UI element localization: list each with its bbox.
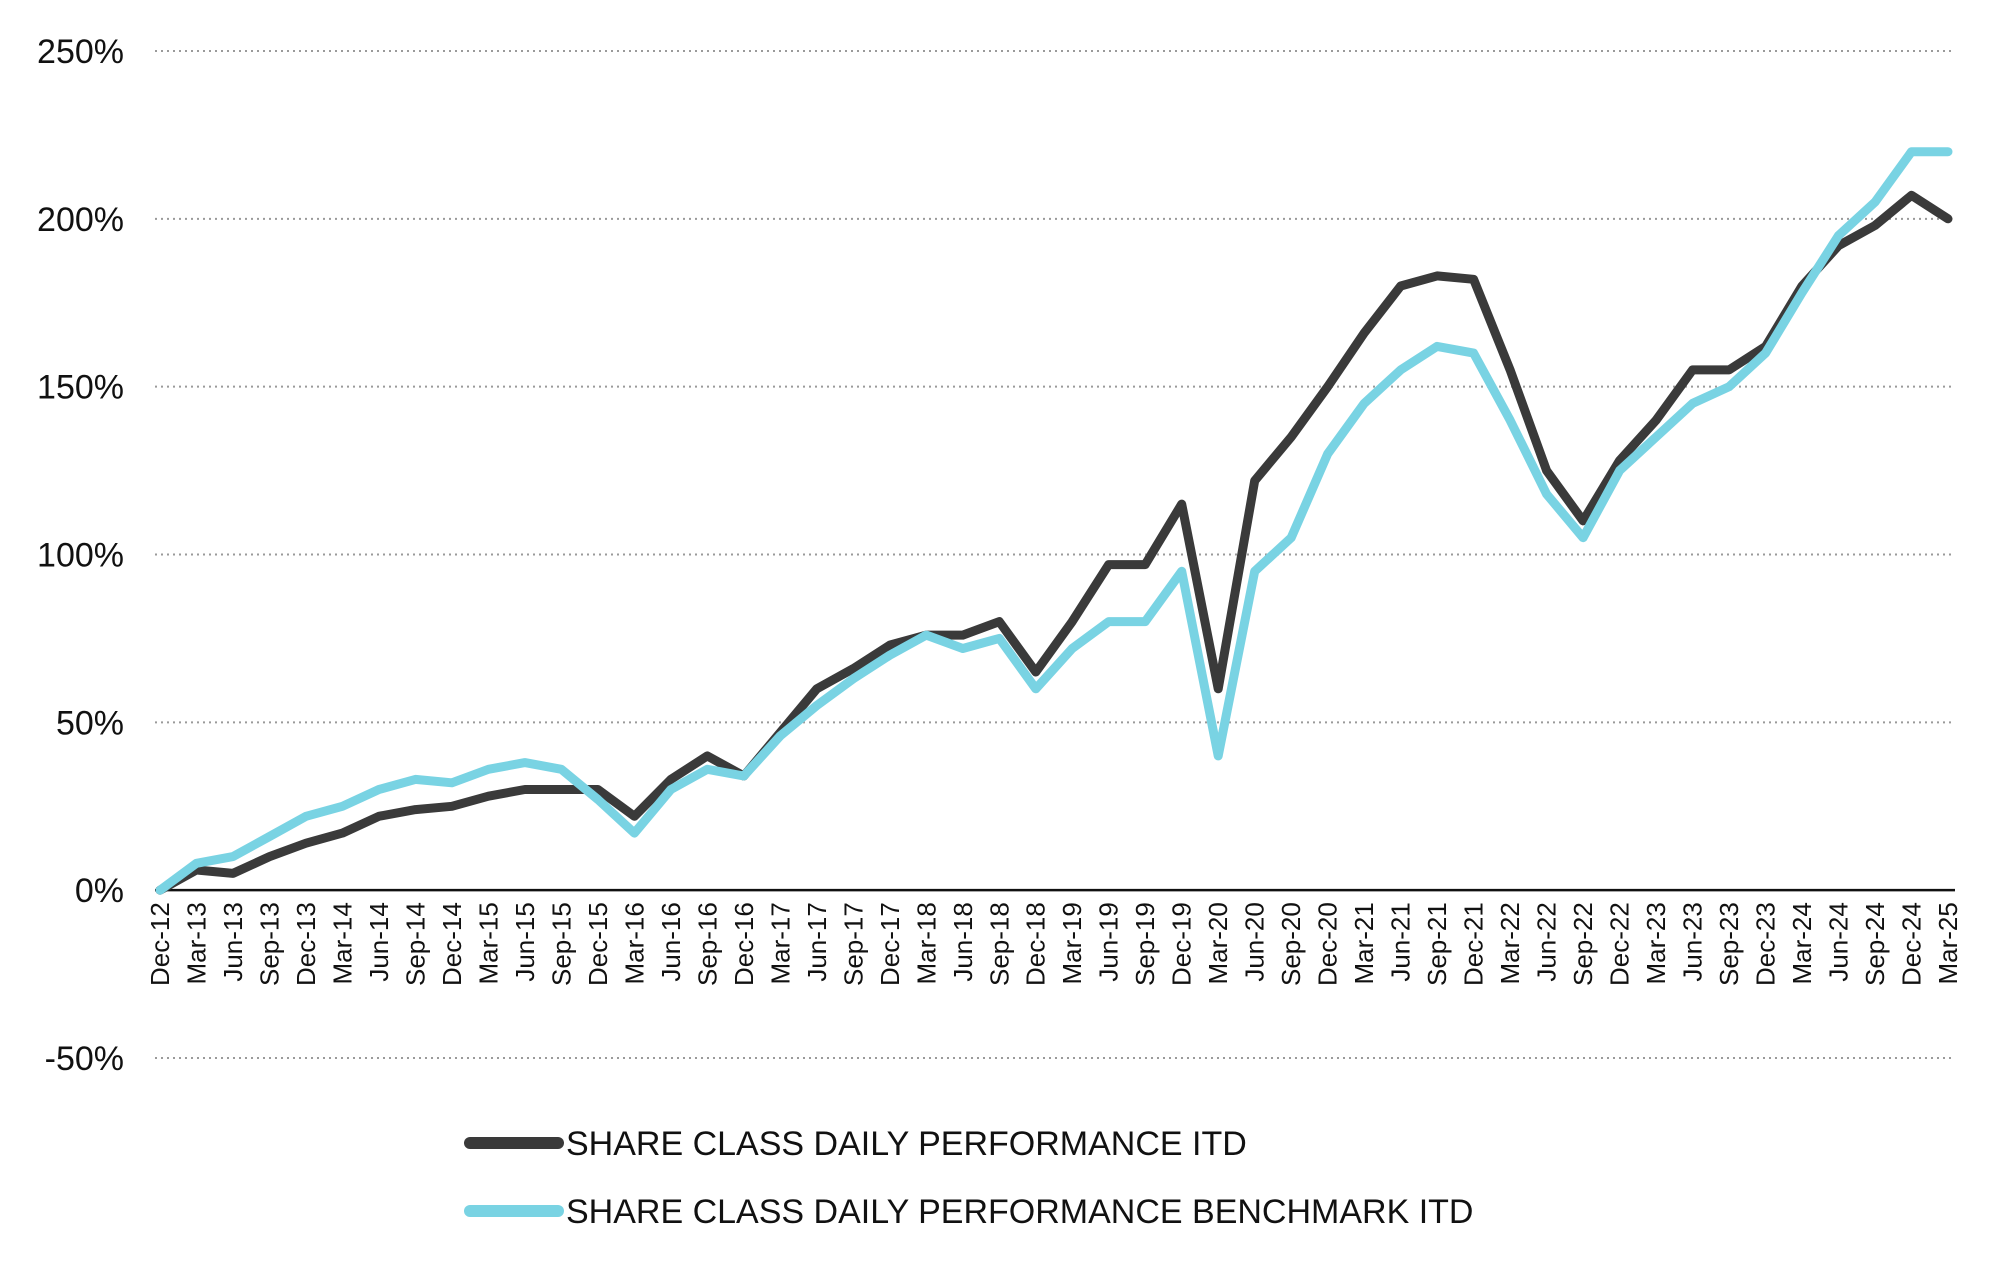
x-tick-label: Sep-24 [1860, 902, 1890, 986]
x-tick-label: Mar-14 [327, 902, 357, 984]
x-tick-label: Sep-14 [400, 902, 430, 986]
y-tick-label: 50% [56, 704, 124, 742]
x-tick-label: Mar-22 [1495, 902, 1525, 984]
y-tick-label: 200% [37, 201, 124, 239]
x-tick-label: Mar-19 [1057, 902, 1087, 984]
legend: SHARE CLASS DAILY PERFORMANCE ITD SHARE … [464, 1125, 1473, 1231]
x-tick-label: Mar-24 [1787, 902, 1817, 984]
x-tick-label: Sep-22 [1568, 902, 1598, 986]
legend-label-benchmark: SHARE CLASS DAILY PERFORMANCE BENCHMARK … [566, 1193, 1473, 1231]
x-tick-label: Dec-16 [729, 902, 759, 986]
x-tick-label: Jun-21 [1386, 902, 1416, 982]
x-tick-label: Dec-24 [1897, 902, 1927, 986]
x-tick-label: Jun-24 [1824, 902, 1854, 982]
x-tick-label: Jun-15 [510, 902, 540, 982]
grid-layer [155, 50, 1955, 1059]
x-tick-label: Dec-15 [583, 902, 613, 986]
x-tick-label: Sep-21 [1422, 902, 1452, 986]
x-tick-label: Mar-17 [765, 902, 795, 984]
series-line-share-class [155, 190, 1953, 895]
x-tick-label: Sep-23 [1714, 902, 1744, 986]
x-tick-label: Mar-21 [1349, 902, 1379, 984]
x-tick-label: Sep-13 [254, 902, 284, 986]
x-tick-label: Mar-23 [1641, 902, 1671, 984]
x-tick-label: Jun-18 [948, 902, 978, 982]
x-tick-label: Dec-22 [1605, 902, 1635, 986]
x-tick-label: Jun-22 [1532, 902, 1562, 982]
y-tick-label: 0% [75, 872, 124, 910]
x-tick-label: Jun-23 [1678, 902, 1708, 982]
x-tick-label: Dec-13 [291, 902, 321, 986]
y-axis-ticks: 250% 200% 150% 100% 50% 0% -50% [37, 33, 124, 1078]
x-axis-ticks: Dec-12 Mar-13 Jun-13 Sep-13 Dec-13 Mar-14 Jun-… [145, 902, 1963, 986]
x-tick-label: Sep-17 [838, 902, 868, 986]
x-tick-label: Dec-21 [1459, 902, 1489, 986]
series-line-benchmark [155, 147, 1953, 895]
x-tick-label: Mar-20 [1203, 902, 1233, 984]
y-tick-label: -50% [45, 1040, 124, 1078]
x-tick-label: Jun-19 [1094, 902, 1124, 982]
x-tick-label: Dec-23 [1751, 902, 1781, 986]
x-tick-label: Sep-16 [692, 902, 722, 986]
x-tick-label: Jun-16 [656, 902, 686, 982]
series-layer [155, 147, 1953, 895]
x-tick-label: Dec-14 [437, 902, 467, 986]
x-tick-label: Sep-18 [984, 902, 1014, 986]
x-tick-label: Mar-18 [911, 902, 941, 984]
x-tick-label: Dec-18 [1021, 902, 1051, 986]
x-tick-label: Jun-13 [218, 902, 248, 982]
x-tick-label: Sep-20 [1276, 902, 1306, 986]
x-tick-label: Jun-14 [364, 902, 394, 982]
x-tick-label: Dec-17 [875, 902, 905, 986]
y-tick-label: 250% [37, 33, 124, 71]
x-tick-label: Sep-15 [546, 902, 576, 986]
x-tick-label: Dec-20 [1313, 902, 1343, 986]
x-tick-label: Mar-16 [619, 902, 649, 984]
x-tick-label: Dec-12 [145, 902, 175, 986]
x-tick-label: Mar-15 [473, 902, 503, 984]
x-tick-label: Mar-13 [181, 902, 211, 984]
legend-label-share-class: SHARE CLASS DAILY PERFORMANCE ITD [566, 1125, 1247, 1163]
x-tick-label: Mar-25 [1933, 902, 1963, 984]
x-tick-label: Jun-17 [802, 902, 832, 982]
x-tick-label: Jun-20 [1240, 902, 1270, 982]
y-tick-label: 150% [37, 369, 124, 407]
y-tick-label: 100% [37, 537, 124, 575]
x-tick-label: Sep-19 [1130, 902, 1160, 986]
x-tick-label: Dec-19 [1167, 902, 1197, 986]
